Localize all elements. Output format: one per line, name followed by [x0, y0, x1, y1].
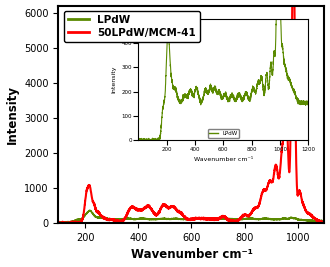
LPdW	[61, 221, 65, 224]
50LPdW/MCM-41	[158, 208, 162, 211]
50LPdW/MCM-41	[170, 205, 174, 209]
50LPdW/MCM-41	[87, 184, 91, 188]
LPdW	[159, 217, 163, 220]
Legend: LPdW, 50LPdW/MCM-41: LPdW, 50LPdW/MCM-41	[64, 11, 200, 42]
LPdW	[87, 209, 91, 213]
50LPdW/MCM-41	[288, 132, 292, 135]
Y-axis label: Intensity: Intensity	[6, 85, 18, 144]
LPdW	[56, 221, 60, 224]
X-axis label: Wavenumber cm⁻¹: Wavenumber cm⁻¹	[130, 249, 252, 261]
LPdW	[322, 219, 326, 222]
50LPdW/MCM-41	[322, 221, 326, 224]
Line: 50LPdW/MCM-41: 50LPdW/MCM-41	[58, 0, 324, 223]
LPdW	[170, 217, 174, 221]
50LPdW/MCM-41	[103, 217, 107, 221]
Line: LPdW: LPdW	[58, 210, 324, 223]
LPdW	[289, 216, 293, 219]
LPdW	[88, 209, 92, 212]
50LPdW/MCM-41	[56, 222, 60, 225]
LPdW	[103, 217, 107, 220]
50LPdW/MCM-41	[317, 219, 321, 222]
LPdW	[317, 219, 321, 222]
